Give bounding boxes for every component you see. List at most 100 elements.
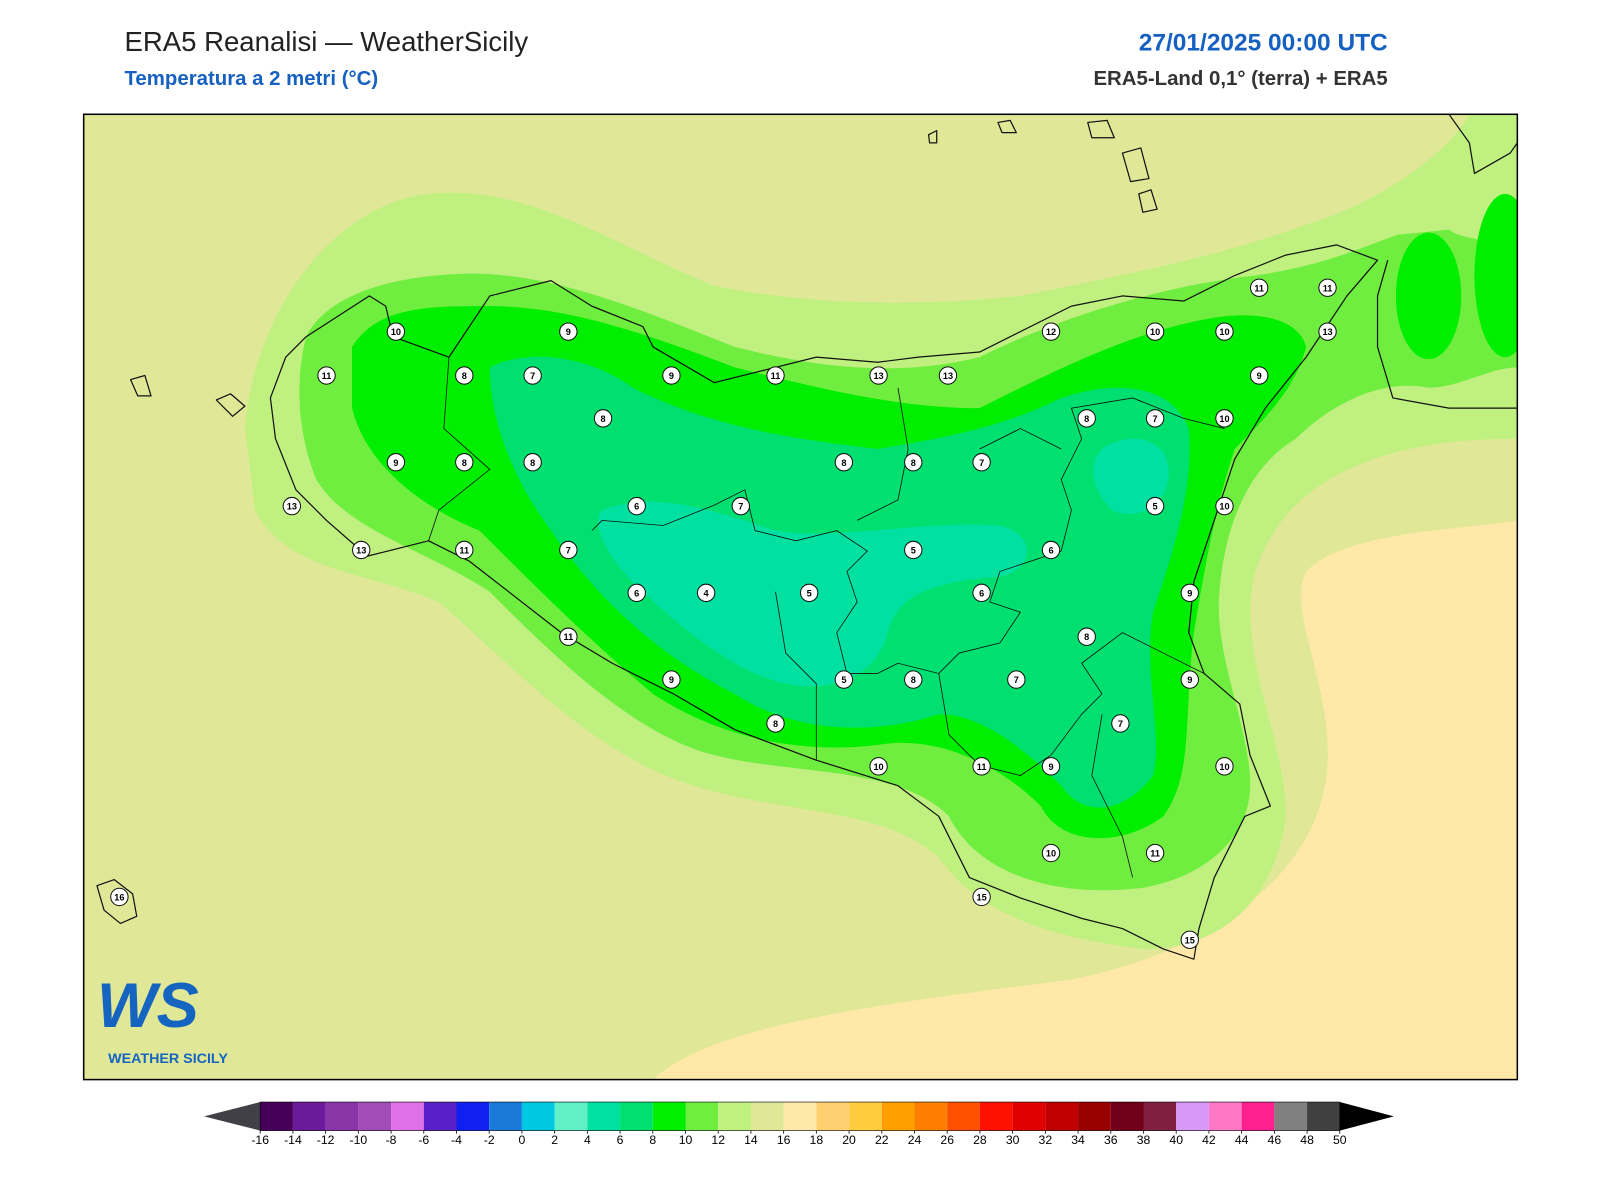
station-marker: [972, 887, 991, 907]
colorbar-tick-label: 24: [908, 1133, 922, 1147]
station-value: 7: [1118, 719, 1123, 729]
station: 10: [869, 757, 888, 776]
colorbar-tick-label: -6: [418, 1133, 429, 1147]
station-marker: [1145, 322, 1165, 341]
colorbar-tick-label: -4: [451, 1133, 462, 1147]
colorbar-tick-label: 28: [973, 1133, 987, 1147]
station-value: 6: [634, 588, 639, 598]
station-marker: [662, 366, 681, 385]
station-value: 7: [738, 502, 743, 512]
station-value: 5: [807, 588, 812, 598]
station: 7: [731, 496, 750, 516]
field: [653, 520, 1518, 1080]
colorbar-box: [554, 1102, 588, 1131]
station: 10: [1041, 843, 1061, 863]
colorbar-tick-label: -10: [350, 1133, 368, 1147]
station: 7: [1145, 409, 1165, 428]
colorbar: -16 -14 -12 -10 -8 -6 -4 -2 0 2 4 6 8 10 12 14 16 18 20 22 2…: [204, 1101, 1394, 1147]
station-value: 11: [977, 762, 987, 772]
station: 8: [1077, 627, 1096, 646]
station: 11: [972, 757, 991, 776]
station: 8: [455, 366, 474, 385]
station: 9: [1180, 583, 1199, 603]
title: ERA5 Reanalisi — WeatherSicily: [124, 26, 528, 57]
colorbar-box: [292, 1102, 326, 1131]
station-value: 8: [530, 458, 535, 468]
colorbar-box: [325, 1102, 359, 1131]
station-value: 15: [1185, 935, 1195, 945]
colorbar-tick-label: 16: [777, 1133, 791, 1147]
station: 8: [455, 453, 474, 472]
station-marker: [386, 322, 406, 341]
station: 7: [972, 453, 991, 472]
colorbar-tick-label: 12: [711, 1133, 725, 1147]
station-marker: [386, 453, 406, 472]
station-marker: [662, 670, 681, 689]
colorbar-box: [1110, 1102, 1144, 1131]
colorbar-box: [718, 1102, 751, 1131]
map: 10 9 11 8 7 9 11 13 13 12 10 10 11 11 13 9 8 8 7 10 9 8 8 8 8 7 6 7…: [83, 114, 1518, 1080]
station-value: 11: [771, 371, 781, 381]
colorbar-tick-label: 40: [1169, 1133, 1183, 1147]
colorbar-box: [652, 1102, 686, 1131]
station-value: 7: [1153, 414, 1158, 424]
station-marker: [869, 757, 888, 776]
station: 10: [1145, 322, 1165, 341]
station: 6: [972, 583, 991, 603]
colorbar-box: [1274, 1102, 1308, 1131]
station-marker: [696, 583, 716, 603]
station-marker: [455, 540, 474, 560]
subtitle: Temperatura a 2 metri (°C): [124, 68, 378, 90]
canvas: ERA5 Reanalisi — WeatherSicily Temperatu…: [82, 26, 1519, 1147]
station-value: 8: [462, 458, 467, 468]
station-marker: [1215, 409, 1234, 428]
station-value: 11: [322, 371, 332, 381]
station-marker: [559, 322, 578, 341]
colorbar-tick-label: -14: [284, 1133, 302, 1147]
colorbar-box: [391, 1102, 424, 1131]
station-marker: [1318, 278, 1337, 297]
colorbar-tick-label: 34: [1071, 1133, 1085, 1147]
station: 11: [1318, 278, 1337, 297]
station: 15: [1180, 930, 1199, 949]
station-value: 9: [669, 371, 674, 381]
colorbar-tick-label: 50: [1333, 1133, 1347, 1147]
colorbar-tick-label: 46: [1268, 1133, 1282, 1147]
station-value: 7: [979, 458, 984, 468]
station-marker: [352, 540, 371, 560]
datetime: 27/01/2025 00:00 UTC: [1139, 29, 1388, 56]
colorbar-box: [1208, 1102, 1242, 1131]
colorbar-box: [521, 1102, 555, 1131]
station: 10: [1215, 322, 1234, 341]
station: 10: [386, 322, 406, 341]
colorbar-box: [260, 1102, 293, 1131]
station-marker: [1041, 757, 1061, 776]
station: 4: [696, 583, 716, 603]
field: [1395, 232, 1462, 360]
station-marker: [1180, 930, 1199, 949]
station-value: 9: [1187, 675, 1192, 685]
colorbar-tick-label: 6: [617, 1133, 624, 1147]
colorbar-tick-label: 48: [1300, 1133, 1314, 1147]
station-marker: [731, 496, 750, 516]
station-value: 9: [1048, 762, 1053, 772]
colorbar-box: [1012, 1102, 1046, 1131]
station-marker: [834, 670, 854, 689]
station: 6: [627, 583, 646, 603]
colorbar-box: [1176, 1102, 1209, 1131]
station-value: 5: [841, 675, 846, 685]
station: 9: [386, 453, 406, 472]
station: 7: [1007, 670, 1026, 689]
colorbar-box: [914, 1102, 948, 1131]
station-value: 6: [634, 502, 639, 512]
station-value: 10: [1219, 502, 1229, 512]
station-marker: [869, 366, 888, 385]
station-marker: [972, 583, 991, 603]
station-value: 8: [773, 719, 778, 729]
station-marker: [559, 627, 578, 646]
station: 5: [904, 540, 923, 560]
station-marker: [904, 540, 923, 560]
station-marker: [938, 366, 958, 385]
station: 6: [1041, 540, 1061, 560]
